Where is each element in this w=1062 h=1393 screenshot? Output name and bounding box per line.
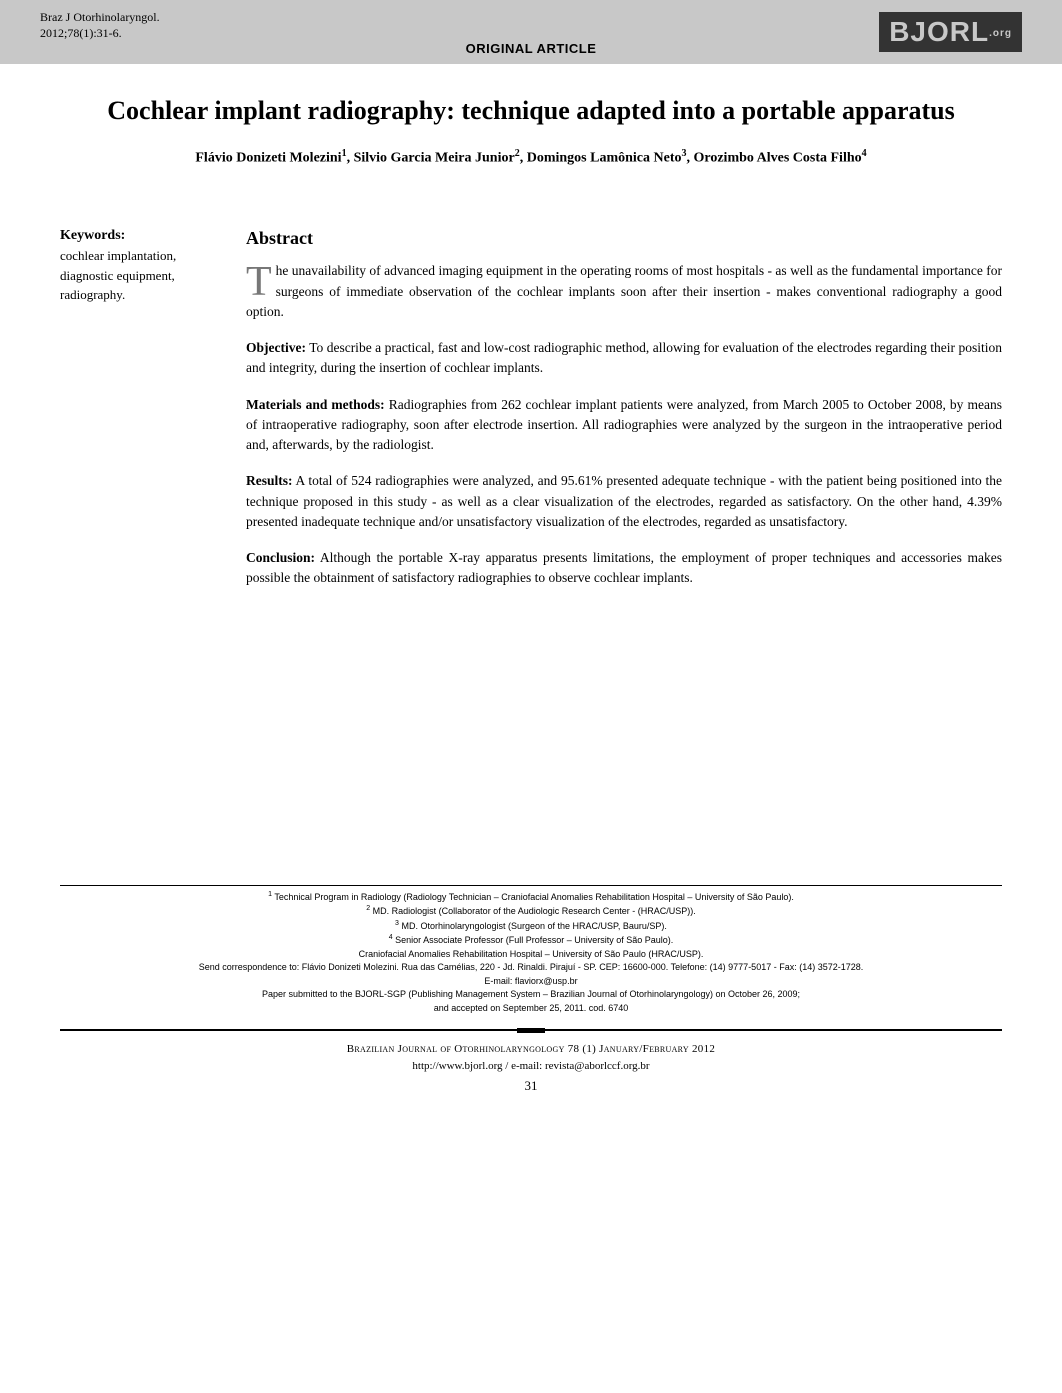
submitted: Paper submitted to the BJORL-SGP (Publis… [40, 988, 1022, 1002]
authors: Flávio Donizeti Molezini1, Silvio Garcia… [60, 146, 1002, 169]
abstract-column: Abstract The unavailability of advanced … [246, 228, 1002, 604]
main-columns: Keywords: cochlear implantation, diagnos… [60, 228, 1002, 604]
footer-url: http://www.bjorl.org / e-mail: revista@a… [0, 1058, 1062, 1075]
separator-marker-icon [517, 1028, 545, 1033]
objective-label: Objective: [246, 340, 306, 355]
affiliation-2-text: MD. Radiologist (Collaborator of the Aud… [373, 906, 696, 916]
abstract-results: Results: A total of 524 radiographies we… [246, 471, 1002, 532]
affiliations: 1 Technical Program in Radiology (Radiol… [0, 890, 1062, 1016]
abstract-conclusion: Conclusion: Although the portable X-ray … [246, 548, 1002, 589]
dropcap-icon: T [246, 261, 276, 301]
accepted: and accepted on September 25, 2011. cod.… [40, 1002, 1022, 1016]
keywords-heading: Keywords: [60, 228, 220, 244]
page-footer: Brazilian Journal of Otorhinolaryngology… [0, 1035, 1062, 1108]
journal-issue: 2012;78(1):31-6. [40, 26, 122, 40]
logo-suffix: .org [989, 28, 1012, 39]
content: Cochlear implant radiography: technique … [0, 64, 1062, 625]
footer-separator [60, 885, 1002, 886]
thick-separator [60, 1029, 1002, 1031]
results-label: Results: [246, 473, 293, 488]
affiliation-1: 1 Technical Program in Radiology (Radiol… [40, 890, 1022, 905]
logo-main: BJORL [889, 16, 989, 47]
affiliation-4-text: Senior Associate Professor (Full Profess… [395, 935, 673, 945]
objective-text: To describe a practical, fast and low-co… [246, 340, 1002, 375]
abstract-heading: Abstract [246, 228, 1002, 249]
keywords-list: cochlear implantation, diagnostic equipm… [60, 246, 220, 305]
methods-label: Materials and methods: [246, 397, 385, 412]
abstract-objective: Objective: To describe a practical, fast… [246, 338, 1002, 379]
abstract-intro: The unavailability of advanced imaging e… [246, 261, 1002, 322]
results-text: A total of 524 radiographies were analyz… [246, 473, 1002, 529]
affiliation-2: 2 MD. Radiologist (Collaborator of the A… [40, 904, 1022, 919]
conclusion-text: Although the portable X-ray apparatus pr… [246, 550, 1002, 585]
affiliation-1-text: Technical Program in Radiology (Radiolog… [274, 892, 794, 902]
affiliation-3: 3 MD. Otorhinolaryngologist (Surgeon of … [40, 919, 1022, 934]
article-title: Cochlear implant radiography: technique … [60, 94, 1002, 128]
institution: Craniofacial Anomalies Rehabilitation Ho… [40, 948, 1022, 962]
journal-reference: Braz J Otorhinolaryngol. 2012;78(1):31-6… [40, 10, 1022, 41]
affiliation-4: 4 Senior Associate Professor (Full Profe… [40, 933, 1022, 948]
page-number: 31 [0, 1076, 1062, 1096]
keywords-column: Keywords: cochlear implantation, diagnos… [60, 228, 220, 604]
intro-text: he unavailability of advanced imaging eq… [246, 263, 1002, 319]
header-bar: Braz J Otorhinolaryngol. 2012;78(1):31-6… [0, 0, 1062, 64]
journal-logo: BJORL.org [879, 12, 1022, 52]
conclusion-label: Conclusion: [246, 550, 315, 565]
abstract-methods: Materials and methods: Radiographies fro… [246, 395, 1002, 456]
correspondence: Send correspondence to: Flávio Donizeti … [40, 961, 1022, 975]
email: E-mail: flaviorx@usp.br [40, 975, 1022, 989]
footer-journal: Brazilian Journal of Otorhinolaryngology… [0, 1041, 1062, 1058]
affiliation-3-text: MD. Otorhinolaryngologist (Surgeon of th… [401, 921, 666, 931]
journal-name: Braz J Otorhinolaryngol. [40, 10, 160, 24]
article-type: ORIGINAL ARTICLE [466, 41, 597, 56]
